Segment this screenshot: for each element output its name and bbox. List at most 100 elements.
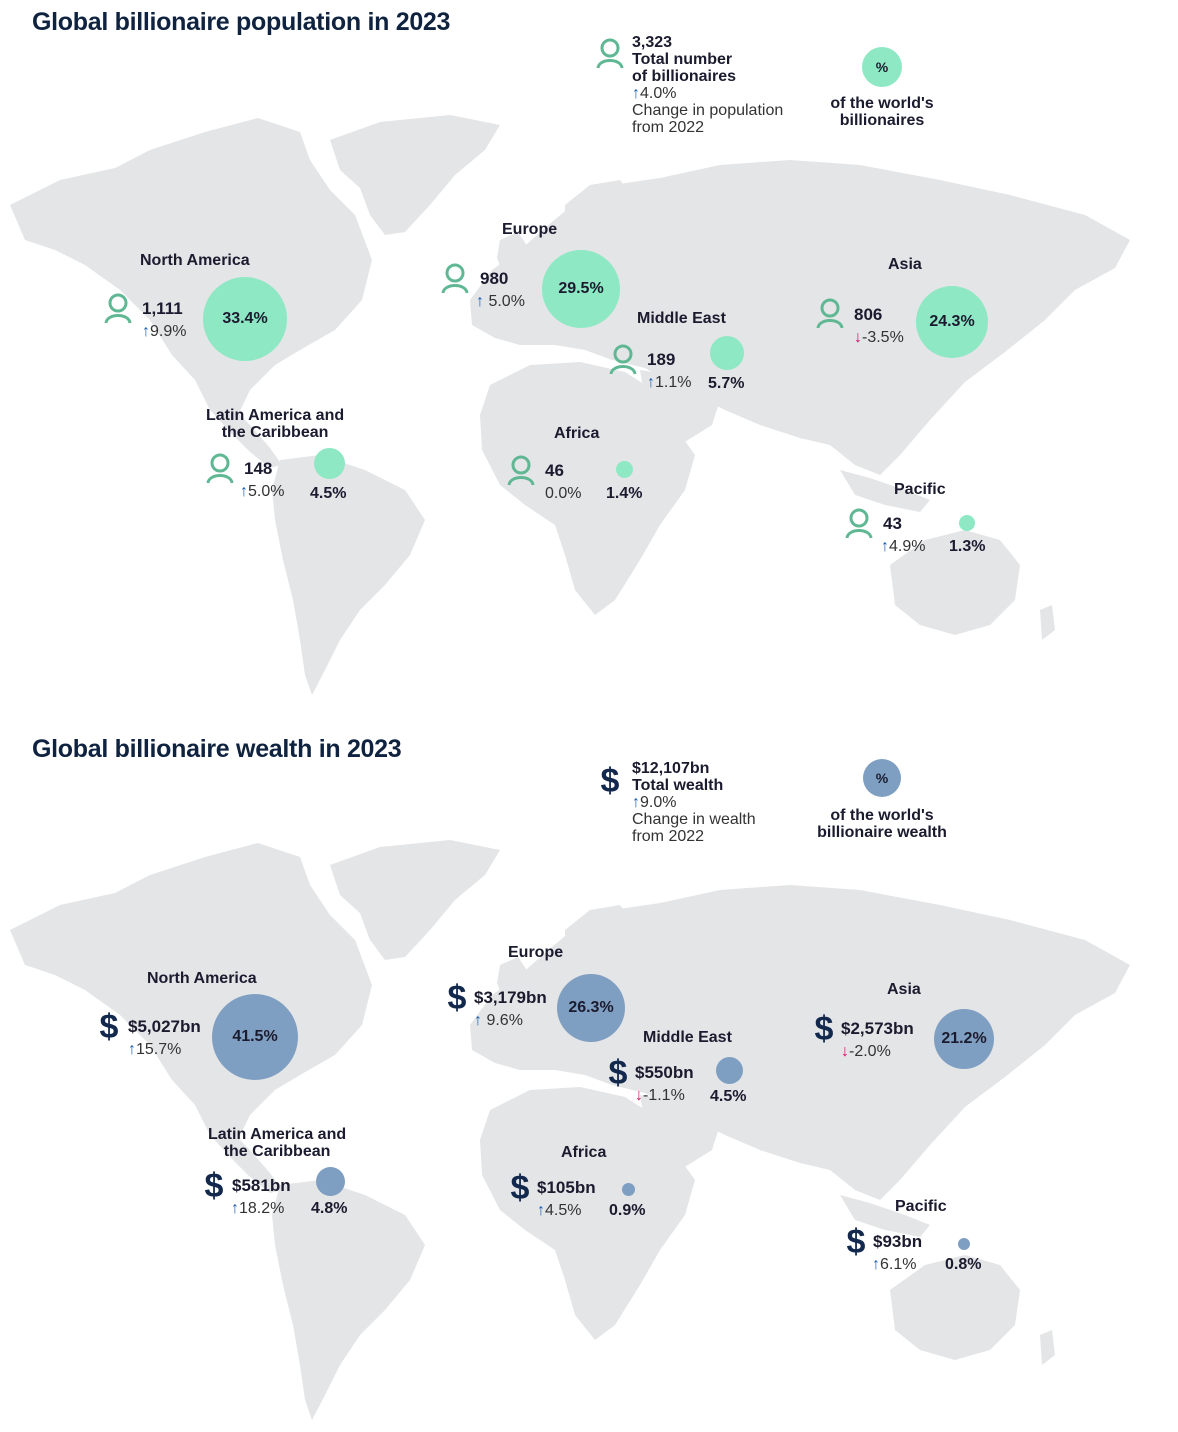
- up-arrow-icon: ↑: [632, 85, 640, 102]
- region-value: 189: [647, 350, 676, 369]
- person-icon: [104, 293, 132, 325]
- pct-bubble: [959, 515, 975, 531]
- person-icon: [441, 263, 469, 295]
- region-name-line2: the Caribbean: [221, 424, 329, 441]
- dollar-icon: [99, 1010, 119, 1044]
- legend-change-line2: from 2022: [632, 828, 705, 845]
- region-value: 806: [854, 305, 883, 324]
- up-arrow-icon: ↑: [537, 1202, 545, 1219]
- world-map: [10, 115, 1130, 695]
- down-arrow-icon: ↓: [635, 1087, 643, 1104]
- region-change: 9.9%: [150, 323, 187, 340]
- dollar-icon: [814, 1012, 834, 1046]
- pct-key-line2: billionaires: [839, 112, 925, 129]
- region-name-line1: Latin America and: [208, 1126, 347, 1143]
- region-change: -3.5%: [862, 329, 904, 346]
- legend-change-line2: from 2022: [632, 119, 705, 136]
- region-change: 9.6%: [486, 1012, 523, 1029]
- region-name-asia: Asia: [887, 981, 921, 998]
- region-name-pacific: Pacific: [894, 481, 946, 498]
- up-arrow-icon: ↑: [872, 1256, 880, 1273]
- population-panel: Global billionaire population in 2023 3,…: [0, 0, 1178, 710]
- legend-change: 4.0%: [640, 85, 677, 102]
- region-value: $5,027bn: [128, 1017, 201, 1036]
- legend-change-line1: Change in population: [632, 102, 784, 119]
- legend-label-line2: of billionaires: [632, 68, 737, 85]
- region-name-middle-east: Middle East: [637, 310, 726, 327]
- up-arrow-icon: ↑: [474, 1012, 482, 1029]
- pct-bubble: [616, 461, 633, 478]
- dollar-icon: [447, 981, 467, 1015]
- region-name-latin-america: Latin America and the Caribbean: [206, 407, 344, 441]
- dollar-icon: [510, 1171, 530, 1205]
- person-icon: [845, 508, 873, 540]
- pct-key-line1: of the world's: [830, 807, 934, 824]
- region-change: -2.0%: [849, 1043, 891, 1060]
- pct-bubble: [958, 1238, 970, 1250]
- region-value: $93bn: [873, 1232, 923, 1251]
- up-arrow-icon: ↑: [231, 1200, 239, 1217]
- legend-total-value: $12,107bn: [632, 760, 710, 777]
- up-arrow-icon: ↑: [240, 483, 248, 500]
- legend-total-value: 3,323: [632, 34, 673, 51]
- pct-label: 1.4%: [606, 485, 643, 502]
- wealth-pct-key: % of the world's billionaire wealth: [812, 759, 952, 841]
- pct-bubble: 21.2%: [934, 1009, 994, 1069]
- legend-label-line1: Total number: [632, 51, 733, 68]
- pct-bubble: 29.5%: [542, 250, 620, 328]
- pct-key-dot: %: [863, 759, 901, 797]
- dollar-icon: [846, 1225, 866, 1259]
- region-name-line2: the Caribbean: [223, 1143, 331, 1160]
- down-arrow-icon: ↓: [854, 329, 862, 346]
- region-name-latin-america: Latin America and the Caribbean: [208, 1126, 346, 1160]
- region-value: $581bn: [232, 1176, 291, 1195]
- region-change: 0.0%: [545, 485, 582, 502]
- down-arrow-icon: ↓: [841, 1043, 849, 1060]
- dollar-icon: [600, 764, 620, 798]
- pct-bubble: 33.4%: [203, 277, 287, 361]
- region-value: $3,179bn: [474, 988, 547, 1007]
- region-value: 148: [244, 459, 273, 478]
- region-name-africa: Africa: [554, 425, 600, 442]
- up-arrow-icon: ↑: [128, 1041, 136, 1058]
- region-value: 43: [883, 514, 902, 533]
- region-change: 1.1%: [655, 374, 692, 391]
- up-arrow-icon: ↑: [632, 794, 640, 811]
- pct-bubble: [622, 1183, 635, 1196]
- region-name-europe: Europe: [502, 221, 558, 238]
- pct-key-line2: billionaire wealth: [817, 824, 947, 841]
- pct-bubble: 26.3%: [557, 974, 625, 1042]
- person-icon: [206, 453, 234, 485]
- population-pct-key: % of the world's billionaires: [826, 47, 938, 129]
- region-value: $2,573bn: [841, 1019, 914, 1038]
- up-arrow-icon: ↑: [142, 323, 150, 340]
- region-name-asia: Asia: [888, 256, 922, 273]
- region-value: 980: [480, 269, 509, 288]
- region-name-north-america: North America: [147, 970, 257, 987]
- up-arrow-icon: ↑: [881, 538, 889, 555]
- legend-change-line1: Change in wealth: [632, 811, 756, 828]
- population-title: Global billionaire population in 2023: [32, 8, 451, 36]
- legend-label-line1: Total wealth: [632, 777, 724, 794]
- person-icon: [609, 344, 637, 376]
- pct-bubble: 24.3%: [916, 286, 988, 358]
- region-value: $105bn: [537, 1178, 596, 1197]
- region-change: 5.0%: [248, 483, 285, 500]
- pct-label: 4.5%: [310, 485, 347, 502]
- legend-change: 9.0%: [640, 794, 677, 811]
- region-change: 5.0%: [488, 293, 525, 310]
- region-change: 4.9%: [889, 538, 926, 555]
- pct-label: 4.5%: [710, 1088, 747, 1105]
- pct-label: 0.8%: [945, 1256, 982, 1273]
- pct-label: 1.3%: [949, 538, 986, 555]
- region-value: $550bn: [635, 1063, 694, 1082]
- person-icon: [816, 298, 844, 330]
- pct-bubble: [316, 1167, 345, 1196]
- pct-label: 0.9%: [609, 1202, 646, 1219]
- pct-bubble: 41.5%: [212, 994, 298, 1080]
- wealth-title: Global billionaire wealth in 2023: [32, 735, 402, 763]
- pct-label: 5.7%: [708, 375, 745, 392]
- dollar-icon: [204, 1169, 224, 1203]
- pct-key-dot: %: [862, 47, 902, 87]
- pct-bubble: [314, 448, 345, 479]
